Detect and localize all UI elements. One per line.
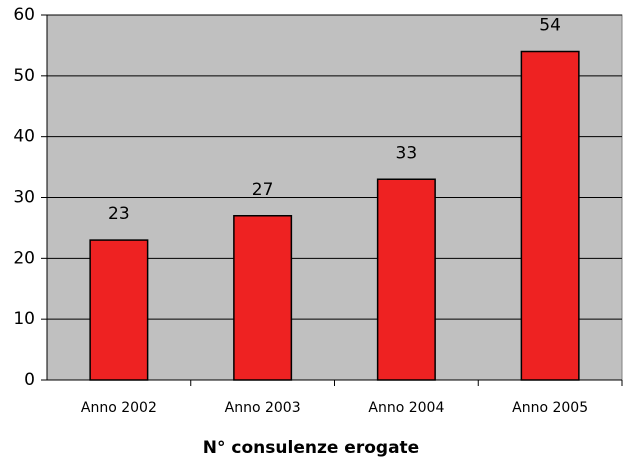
y-tick-label: 40 — [13, 127, 35, 147]
bar — [233, 215, 293, 381]
x-tick-label: Anno 2003 — [225, 400, 301, 416]
value-label: 33 — [396, 143, 418, 163]
y-tick-label: 0 — [24, 370, 35, 390]
bar — [520, 50, 580, 381]
x-tick-label: Anno 2004 — [368, 400, 444, 416]
x-tick-label: Anno 2005 — [512, 400, 588, 416]
value-label: 27 — [252, 180, 274, 200]
bar — [89, 239, 149, 381]
y-tick-label: 10 — [13, 309, 35, 329]
x-axis-title: N° consulenze erogate — [203, 438, 419, 458]
y-tick-label: 50 — [13, 66, 35, 86]
value-label: 23 — [108, 204, 130, 224]
x-tick-label: Anno 2002 — [81, 400, 157, 416]
bar — [376, 178, 436, 381]
y-tick-label: 30 — [13, 188, 35, 208]
y-tick-label: 20 — [13, 248, 35, 268]
y-tick-label: 60 — [13, 5, 35, 25]
value-label: 54 — [539, 16, 561, 36]
